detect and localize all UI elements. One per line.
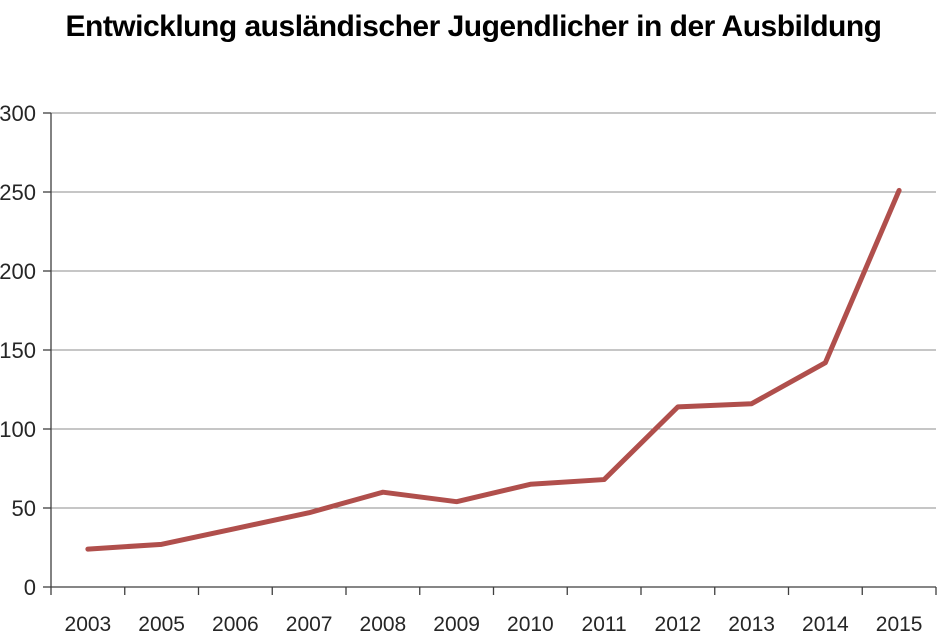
x-tick-label-2012: 2012 [655,613,702,635]
x-tick-label-2008: 2008 [360,613,407,635]
x-tick-label-2011: 2011 [582,613,627,635]
x-tick-label-2007: 2007 [286,613,333,635]
y-tick-label-300: 300 [0,101,36,126]
x-tick-label-2005: 2005 [138,613,185,635]
y-tick-label-200: 200 [0,259,36,284]
y-tick-label-0: 0 [24,575,36,600]
chart-title: Entwicklung ausländischer Jugendlicher i… [65,10,882,43]
plot-area: 0 50 100 150 200 250 300 2003 2005 2006 2007 2008 20… [0,101,937,635]
x-tick-label-2003: 2003 [65,613,112,635]
x-tick-label-2009: 2009 [433,613,480,635]
x-tick-label-2014: 2014 [802,613,849,635]
x-tick-label-2013: 2013 [728,613,775,635]
y-tick-label-50: 50 [12,496,36,521]
y-tick-label-100: 100 [0,417,36,442]
x-tick-label-2010: 2010 [507,613,554,635]
x-tick-label-2015: 2015 [876,613,923,635]
data-line [85,187,902,552]
y-tick-label-150: 150 [0,338,36,363]
y-tick-label-250: 250 [0,180,36,205]
x-tick-label-2006: 2006 [212,613,259,635]
